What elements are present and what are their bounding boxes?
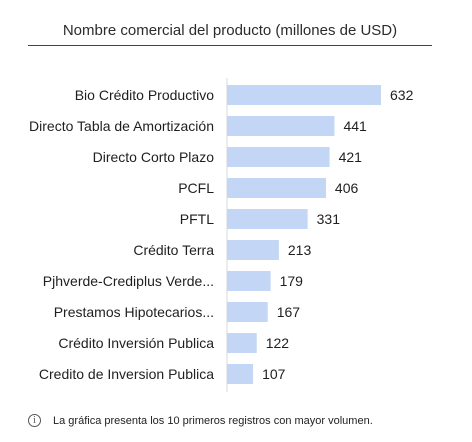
value-label: 632 xyxy=(390,87,414,103)
value-label: 406 xyxy=(335,180,359,196)
title-divider xyxy=(28,45,432,46)
bar[interactable] xyxy=(227,116,335,136)
bar-chart: Bio Crédito Productivo 632 Directo Tabla d… xyxy=(29,78,414,392)
footnote-text: La gráfica presenta los 10 primeros regi… xyxy=(53,414,373,427)
category-label: Prestamos Hipotecarios... xyxy=(54,304,214,320)
value-label: 213 xyxy=(288,242,312,258)
bar[interactable] xyxy=(227,209,308,229)
bar[interactable] xyxy=(227,178,326,198)
value-label: 107 xyxy=(262,366,286,382)
value-label: 331 xyxy=(317,211,341,227)
value-label: 441 xyxy=(343,118,367,134)
category-label: PFTL xyxy=(180,211,214,227)
value-label: 421 xyxy=(339,149,363,165)
bar[interactable] xyxy=(227,147,330,167)
info-icon: i xyxy=(28,414,41,427)
category-label: Crédito Inversión Publica xyxy=(58,335,214,351)
category-label: Bio Crédito Productivo xyxy=(75,87,215,103)
category-label: Credito de Inversion Publica xyxy=(39,366,214,382)
footnote: i La gráfica presenta los 10 primeros re… xyxy=(28,414,373,427)
value-label: 179 xyxy=(280,273,304,289)
chart-title: Nombre comercial del producto (millones … xyxy=(62,22,398,39)
bar[interactable] xyxy=(227,302,268,322)
category-label: Crédito Terra xyxy=(133,242,214,258)
bar[interactable] xyxy=(227,364,254,384)
value-label: 167 xyxy=(277,304,301,320)
bar[interactable] xyxy=(227,333,257,353)
category-label: PCFL xyxy=(178,180,214,196)
bar[interactable] xyxy=(227,271,271,291)
value-label: 122 xyxy=(266,335,290,351)
category-label: Directo Corto Plazo xyxy=(93,149,215,165)
category-label: Pjhverde-Crediplus Verde... xyxy=(43,273,214,289)
category-label: Directo Tabla de Amortización xyxy=(29,118,214,134)
bar[interactable] xyxy=(227,85,381,105)
bar[interactable] xyxy=(227,240,279,260)
